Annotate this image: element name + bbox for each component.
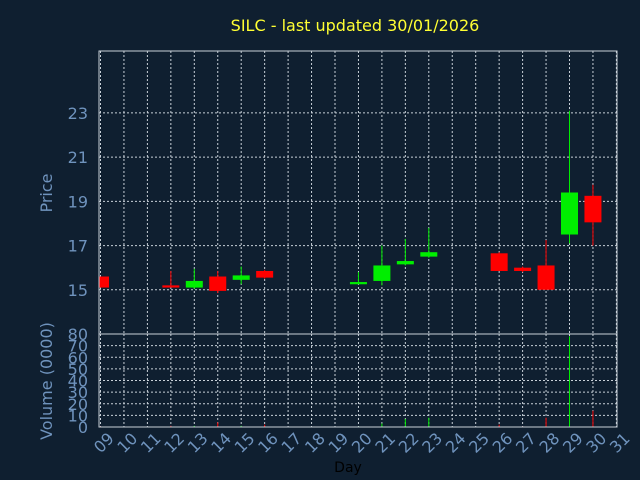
candle-body (514, 267, 532, 271)
volume-bars (100, 336, 594, 427)
candle-body (99, 276, 109, 288)
volume-tick-label: 70 (68, 337, 88, 356)
candle-body (349, 282, 367, 285)
price-tick-label: 19 (68, 192, 88, 211)
x-axis-label: Day (334, 460, 362, 476)
volume-tick-label: 0 (78, 418, 88, 437)
x-tick-label: 31 (606, 429, 634, 457)
candle-body (537, 265, 555, 290)
candle-body (209, 276, 227, 291)
volume-axis-label: Volume (0000) (37, 322, 56, 440)
candle-body (162, 285, 180, 288)
candle-body (396, 261, 414, 265)
price-candles (99, 110, 602, 294)
candle-body (420, 252, 438, 257)
price-tick-label: 21 (68, 148, 88, 167)
candle-body (256, 270, 274, 278)
candle-body (490, 253, 508, 271)
volume-frame (98, 333, 618, 428)
volume-tick-label: 60 (68, 348, 88, 367)
candle-body (232, 275, 250, 280)
candle-body (373, 265, 391, 281)
candle-body (185, 280, 203, 288)
volume-gridlines (99, 333, 617, 428)
volume-tick-label: 40 (68, 372, 88, 391)
price-tick-label: 17 (68, 237, 88, 256)
price-tick-label: 15 (68, 281, 88, 300)
volume-tick-label: 50 (68, 360, 88, 379)
volume-tick-label: 20 (68, 395, 88, 414)
price-axis-label: Price (37, 173, 56, 212)
volume-tick-label: 10 (68, 406, 88, 425)
chart-title: SILC - last updated 30/01/2026 (231, 16, 480, 35)
price-tick-label: 23 (68, 104, 88, 123)
volume-tick-label: 30 (68, 383, 88, 402)
candle-body (584, 195, 602, 223)
candle-body (561, 192, 578, 235)
x-tick-labels: 0910111213141516171819202122232425262728… (90, 429, 634, 457)
price-tick-labels: 15 17 19 21 23 (68, 104, 88, 300)
volume-tick-label: 80 (68, 325, 88, 344)
price-gridlines (99, 51, 617, 334)
price-panel: 15 17 19 21 23 Price (37, 50, 618, 335)
